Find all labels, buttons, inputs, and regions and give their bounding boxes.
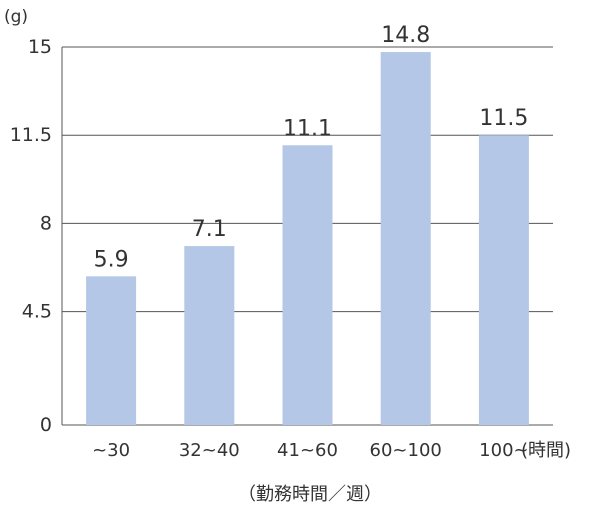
- y-tick-label: 15: [28, 36, 52, 58]
- x-axis-unit: (時間): [521, 440, 571, 461]
- y-axis-unit: (g): [4, 7, 28, 27]
- bars: [86, 52, 529, 425]
- data-label: 14.8: [381, 23, 430, 48]
- x-tick-label: 60~100: [370, 440, 442, 461]
- x-axis-title: （勤務時間／週）: [238, 484, 382, 505]
- bar: [478, 135, 529, 425]
- labels: 0 4.5 8 11.5 15 5.9 ~30 7.1 32~40 11.1 41~60 14.8 60…: [10, 23, 529, 461]
- data-label: 5.9: [94, 247, 129, 272]
- x-tick-label: 32~40: [179, 440, 240, 461]
- bar: [380, 52, 431, 425]
- x-tick-label: 100~: [479, 440, 528, 461]
- x-tick-label: 41~60: [277, 440, 338, 461]
- data-label: 7.1: [192, 217, 227, 242]
- data-label: 11.5: [479, 106, 528, 131]
- y-tick-label: 0: [40, 414, 52, 436]
- bar: [184, 246, 235, 425]
- bar: [86, 276, 137, 425]
- bar: [282, 145, 333, 425]
- y-tick-label: 4.5: [22, 301, 52, 323]
- y-tick-label: 11.5: [10, 124, 52, 146]
- x-tick-label: ~30: [92, 440, 130, 461]
- data-label: 11.1: [283, 116, 332, 141]
- y-tick-label: 8: [40, 212, 52, 234]
